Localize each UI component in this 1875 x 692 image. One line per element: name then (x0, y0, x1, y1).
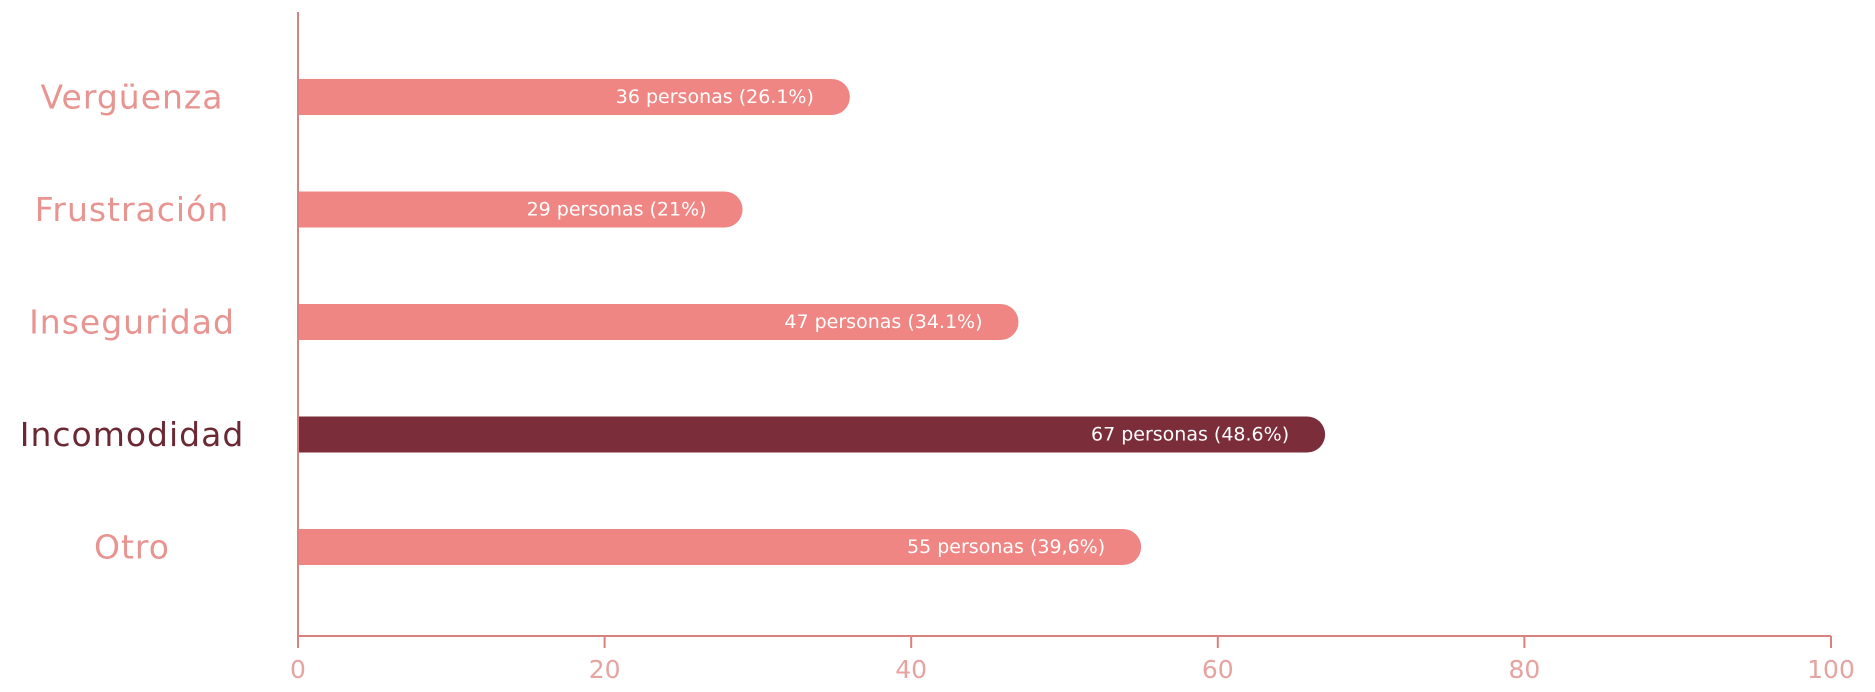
x-tick-label: 0 (290, 655, 306, 684)
category-label: Otro (94, 528, 170, 567)
bars-group: 36 personas (26.1%) 29 personas (21%) 47 p… (298, 79, 1326, 565)
bar (298, 191, 743, 228)
category-labels-group: Vergüenza Frustración Inseguridad Incomodid… (20, 78, 245, 567)
category-label: Frustración (35, 190, 229, 229)
x-tick-label: 40 (895, 655, 927, 684)
category-label: Vergüenza (41, 78, 224, 117)
x-tick-label: 80 (1508, 655, 1540, 684)
x-axis-ticks-group: 0 20 40 60 80 100 (290, 636, 1855, 684)
bar-data-label: 29 personas (21%) (527, 199, 707, 221)
bar (298, 416, 1326, 453)
x-tick-label: 60 (1202, 655, 1234, 684)
bar (298, 304, 1019, 340)
category-label: Incomodidad (20, 415, 245, 454)
bar-data-label: 67 personas (48.6%) (1091, 424, 1289, 446)
x-tick-label: 20 (589, 655, 621, 684)
bar-data-label: 55 personas (39,6%) (907, 536, 1105, 558)
bar (298, 529, 1142, 565)
category-label: Inseguridad (29, 303, 235, 342)
bar-data-label: 47 personas (34.1%) (784, 311, 982, 333)
x-tick-label: 100 (1807, 655, 1855, 684)
bar-data-label: 36 personas (26.1%) (616, 86, 814, 108)
bar (298, 79, 850, 115)
